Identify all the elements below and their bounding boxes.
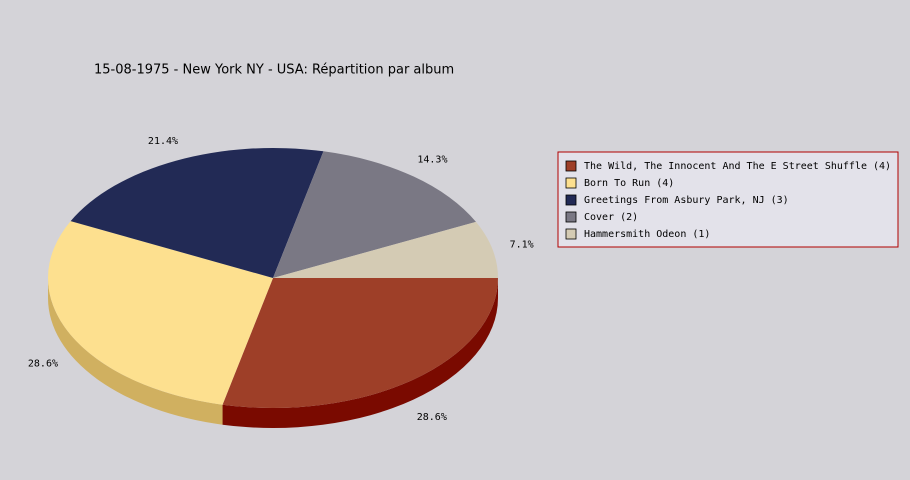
legend-label: The Wild, The Innocent And The E Street …: [584, 161, 891, 172]
value-label: 28.6%: [417, 412, 447, 423]
legend-swatch: [565, 177, 577, 189]
value-label: 21.4%: [148, 136, 178, 147]
slice: [70, 148, 324, 278]
legend-swatch: [565, 194, 577, 206]
legend-label: Greetings From Asbury Park, NJ (3): [584, 195, 789, 206]
value-label: 28.6%: [28, 359, 58, 370]
legend-swatch: [565, 228, 577, 240]
value-label: 14.3%: [417, 154, 447, 165]
slice: [47, 221, 273, 405]
value-label: 7.1%: [510, 239, 534, 250]
legend-label: Hammersmith Odeon (1): [584, 229, 710, 240]
legend-box: [557, 151, 899, 248]
slice: [273, 151, 476, 278]
slice-side: [48, 278, 223, 425]
slice: [222, 278, 499, 409]
legend-label: Cover (2): [584, 212, 638, 223]
slice: [273, 221, 498, 278]
legend-swatch: [565, 160, 577, 172]
slice-side: [222, 278, 499, 428]
legend-swatch: [565, 211, 577, 223]
legend-label: Born To Run (4): [584, 178, 674, 189]
chart-title: 15-08-1975 - New York NY - USA: Répartit…: [94, 63, 454, 78]
